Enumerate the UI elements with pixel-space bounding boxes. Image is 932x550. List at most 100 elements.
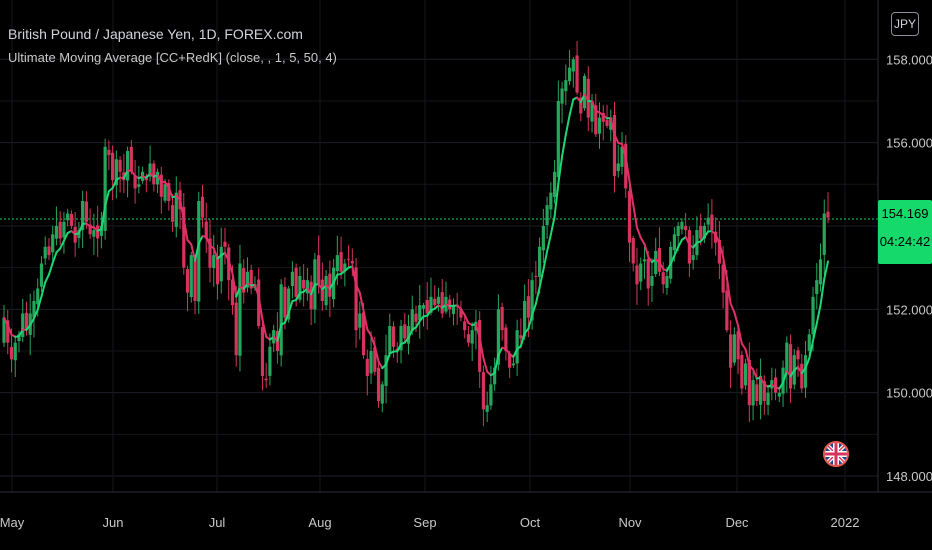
ma-segment [613,133,620,144]
ma-segment [36,295,43,311]
ma-segment [609,117,616,136]
ma-segment [692,241,698,249]
ma-segment [752,368,758,380]
candle [571,56,575,88]
candle [219,227,223,294]
candle [376,359,381,408]
ma-segment [512,348,519,358]
ma-segment [190,243,197,262]
candle [92,213,96,255]
candle [702,222,706,244]
candle [691,235,695,270]
ma-segment [797,366,803,375]
ma-segment [643,242,650,258]
ma-segment [714,233,721,244]
ma-segment [6,323,13,336]
moving-average-segments [3,93,829,390]
ma-segment [812,322,818,342]
ma-segment [104,190,110,207]
candles [2,41,830,427]
symbol-title: British Pound / Japanese Yen, 1D, FOREX.… [8,26,303,42]
candle [650,258,654,302]
candle [747,342,751,423]
candle [309,275,313,326]
x-tick-label: Jul [209,515,226,530]
ma-segment [407,328,414,339]
candle [500,302,504,341]
ma-segment [317,283,324,291]
candle [463,316,467,339]
ma-segment [328,281,335,290]
candle [620,132,624,175]
ma-segment [579,93,586,104]
candle [2,305,6,348]
candle [384,334,388,404]
candle [508,351,512,379]
candle [182,192,186,275]
candle [740,351,744,395]
ma-segment [815,304,822,325]
candle [170,194,175,232]
currency-button[interactable]: JPY [891,12,919,36]
candle [32,290,36,338]
candle [215,244,220,300]
candle [807,329,811,357]
ma-segment [403,336,410,344]
ma-segment [396,343,403,353]
candle [388,313,392,358]
ma-segment [130,169,137,177]
candle [167,179,171,211]
ma-segment [205,235,211,247]
x-tick-label: Jun [103,515,124,530]
candle [777,388,781,403]
ma-segment [493,353,500,375]
ma-segment [197,235,204,245]
candle [305,268,309,301]
candle [51,225,55,261]
candle [466,325,471,347]
ma-segment [665,263,672,272]
candle [654,237,658,277]
candle [395,342,399,363]
candle [818,243,823,292]
candle [534,260,538,295]
candle [429,277,433,316]
candle [69,210,74,229]
candle [302,264,306,307]
ma-segment [415,320,421,329]
uk-flag-icon[interactable] [823,441,849,467]
candle [197,191,201,314]
ma-segment [17,328,24,338]
candle [635,247,639,305]
ma-segment [542,250,549,271]
candle [822,199,826,276]
candle [680,218,684,235]
ma-segment [725,276,732,305]
candle [185,265,190,312]
candle [710,199,714,249]
candle [590,94,594,133]
ma-segment [370,334,376,347]
ma-segment [194,242,200,262]
ma-segment [632,203,638,229]
ma-segment [257,295,264,321]
ma-segment [29,317,35,327]
candle [579,92,583,122]
ma-segment [639,236,646,245]
y-tick-label: 152.000 [886,302,932,317]
ma-segment [276,323,283,342]
candle [489,366,493,410]
candle [695,216,699,260]
ma-segment [261,318,268,338]
candle [601,105,605,141]
ma-segment [310,283,316,296]
ma-segment [223,251,230,262]
candle [260,321,265,391]
candle [54,206,59,246]
ma-segment [538,268,545,289]
ma-segment [531,302,537,316]
candle [212,234,216,287]
x-tick-label: Dec [725,515,749,530]
ma-segment [740,342,747,351]
